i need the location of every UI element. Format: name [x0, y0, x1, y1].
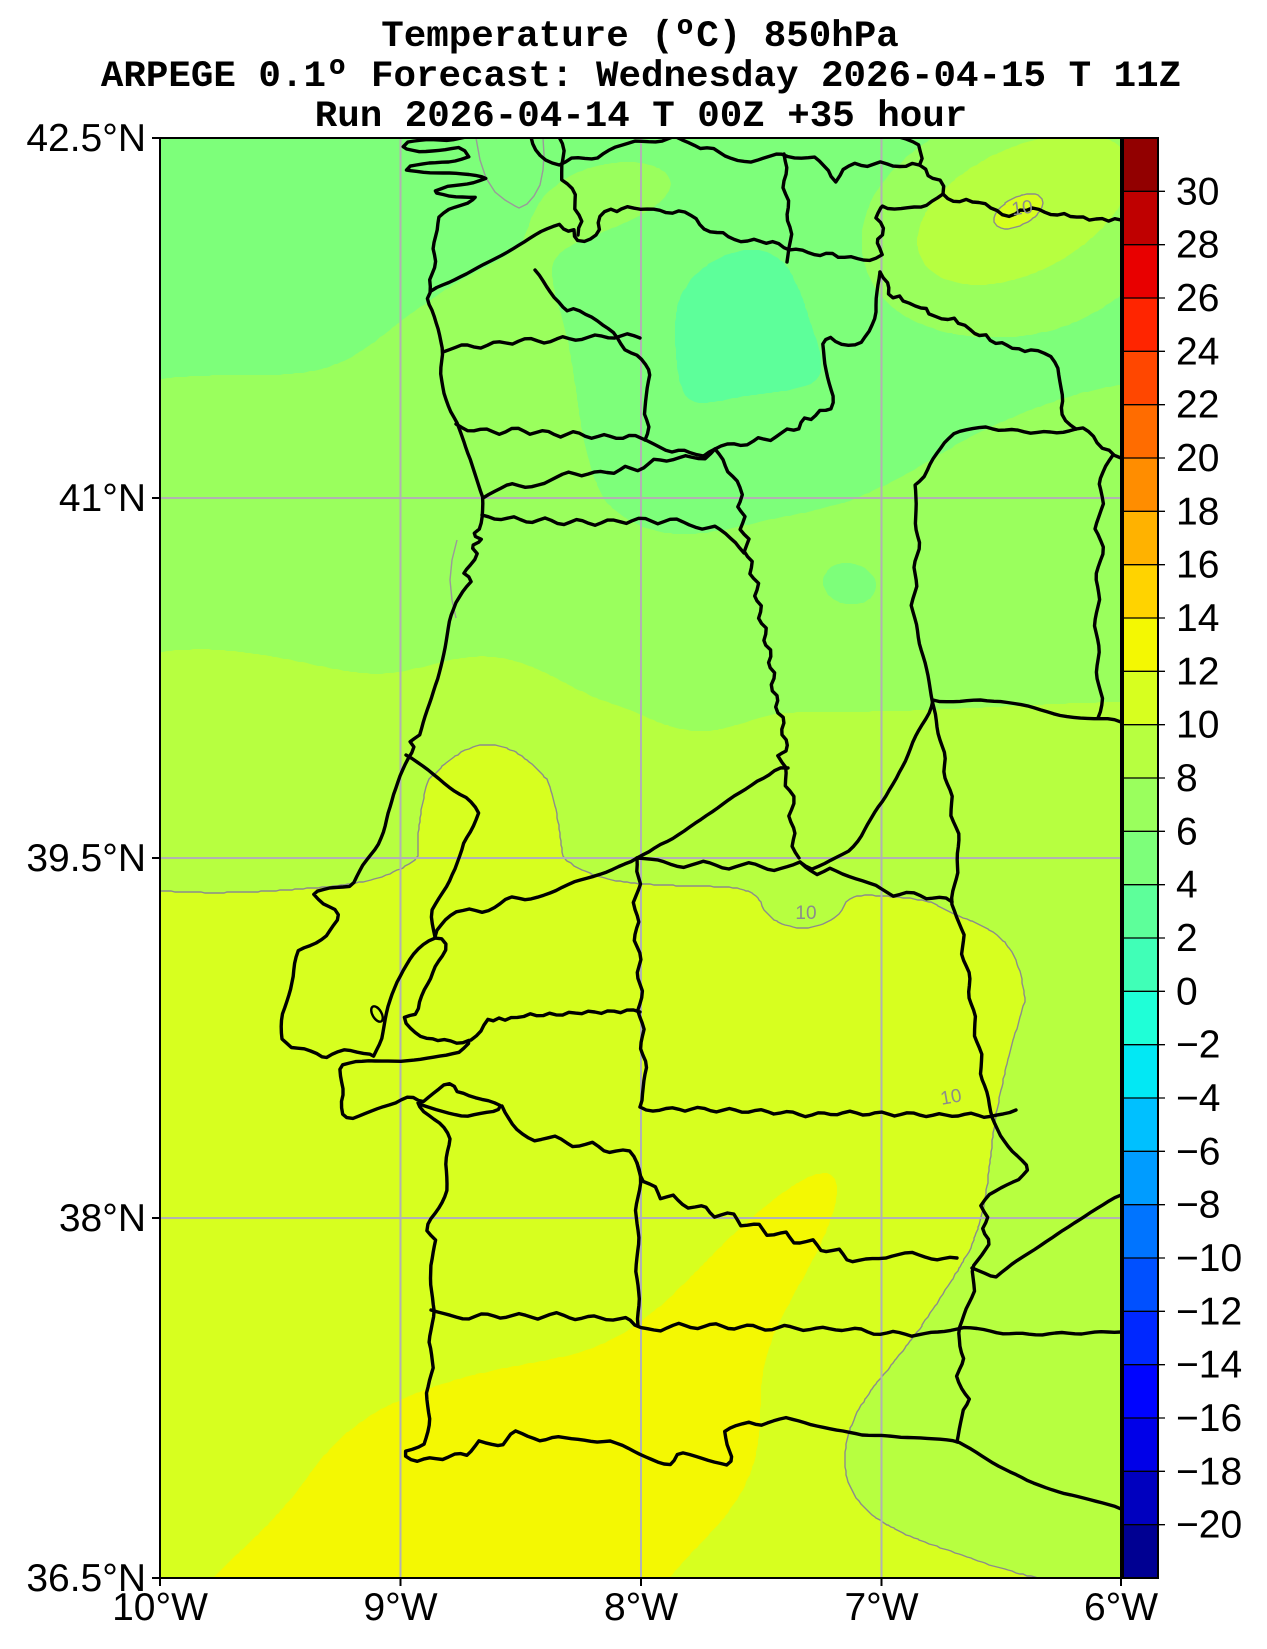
svg-text:7°W: 7°W: [844, 1586, 918, 1629]
svg-text:36.5°N: 36.5°N: [26, 1557, 146, 1600]
svg-text:8°W: 8°W: [604, 1586, 678, 1629]
svg-text:10: 10: [1176, 704, 1219, 747]
svg-text:26: 26: [1176, 277, 1219, 320]
svg-text:38°N: 38°N: [59, 1197, 146, 1240]
svg-text:−16: −16: [1176, 1397, 1242, 1440]
svg-text:Run 2026-04-14 T 00Z +35 hour: Run 2026-04-14 T 00Z +35 hour: [315, 96, 968, 138]
svg-text:−6: −6: [1176, 1130, 1220, 1173]
svg-text:8: 8: [1176, 757, 1198, 800]
svg-text:28: 28: [1176, 224, 1219, 267]
svg-text:41°N: 41°N: [59, 477, 146, 520]
svg-text:2: 2: [1176, 917, 1198, 960]
svg-text:30: 30: [1176, 170, 1219, 213]
svg-text:−12: −12: [1176, 1290, 1242, 1333]
svg-text:9°W: 9°W: [363, 1586, 437, 1629]
svg-text:ARPEGE 0.1º Forecast: Wednesda: ARPEGE 0.1º Forecast: Wednesday 2026-04-…: [101, 56, 1181, 98]
svg-text:−4: −4: [1176, 1077, 1220, 1120]
svg-text:39.5°N: 39.5°N: [26, 837, 146, 880]
svg-text:6°W: 6°W: [1084, 1586, 1158, 1629]
svg-text:12: 12: [1176, 650, 1219, 693]
svg-text:Temperature (ºC) 850hPa: Temperature (ºC) 850hPa: [381, 16, 899, 58]
svg-text:4: 4: [1176, 864, 1198, 907]
svg-text:10: 10: [1010, 197, 1034, 221]
svg-text:14: 14: [1176, 597, 1219, 640]
svg-text:−14: −14: [1176, 1344, 1242, 1387]
svg-text:18: 18: [1176, 490, 1219, 533]
svg-text:−10: −10: [1176, 1237, 1242, 1280]
svg-text:42.5°N: 42.5°N: [26, 117, 146, 160]
svg-text:0: 0: [1176, 970, 1198, 1013]
svg-text:−8: −8: [1176, 1184, 1220, 1227]
svg-text:10: 10: [795, 903, 816, 924]
svg-text:6: 6: [1176, 810, 1198, 853]
svg-text:10°W: 10°W: [112, 1586, 208, 1629]
svg-text:16: 16: [1176, 544, 1219, 587]
svg-text:20: 20: [1176, 437, 1219, 480]
svg-text:22: 22: [1176, 384, 1219, 427]
svg-text:−18: −18: [1176, 1450, 1242, 1493]
svg-text:10: 10: [939, 1085, 963, 1109]
svg-text:−2: −2: [1176, 1024, 1220, 1067]
svg-text:24: 24: [1176, 330, 1219, 373]
svg-text:−20: −20: [1176, 1504, 1242, 1547]
